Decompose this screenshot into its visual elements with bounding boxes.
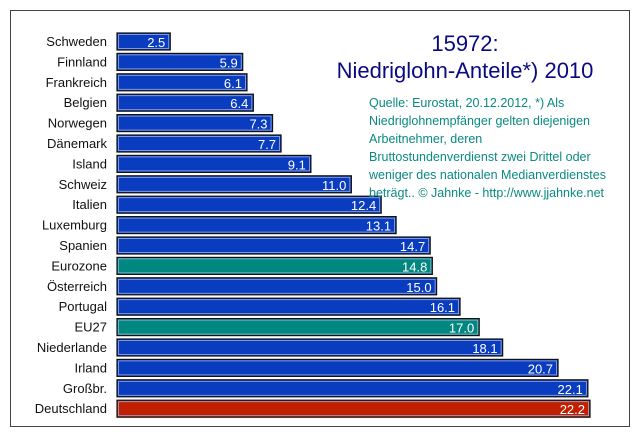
bar (116, 32, 171, 51)
chart-id: 15972: (431, 31, 499, 56)
bar (116, 297, 461, 316)
value-label: 22.2 (560, 402, 585, 417)
bar (116, 256, 433, 275)
value-label: 7.7 (258, 137, 276, 152)
category-label: Belgien (64, 95, 107, 110)
bar (116, 195, 382, 214)
bar (116, 379, 589, 398)
bar (116, 175, 352, 194)
category-label: Dänemark (47, 136, 107, 151)
value-label: 5.9 (220, 55, 238, 70)
bar-highlight (118, 34, 170, 49)
value-label: 11.0 (322, 178, 346, 193)
bar (116, 399, 591, 418)
bar-highlight (118, 360, 557, 376)
bar-highlight (118, 74, 246, 90)
value-label: 9.1 (288, 157, 306, 172)
bar-highlight (118, 176, 351, 192)
bar-highlight (118, 340, 502, 355)
category-label: Deutschland (35, 401, 107, 416)
category-label: Großbr. (63, 381, 107, 396)
bar-highlight (118, 380, 587, 396)
bar (116, 73, 248, 92)
value-label: 6.4 (230, 96, 248, 111)
bar-highlight (118, 299, 459, 315)
bar (116, 52, 244, 72)
bar (116, 113, 274, 133)
category-label: Finnland (57, 54, 107, 69)
category-label: Irland (74, 360, 107, 375)
value-label: 2.5 (147, 35, 165, 50)
chart-frame (10, 10, 630, 427)
bar-highlight (118, 197, 381, 213)
value-label: 22.1 (558, 382, 583, 397)
value-label: 15.0 (406, 280, 431, 295)
bar-highlight (118, 217, 396, 233)
value-label: 7.3 (249, 117, 267, 132)
bar (116, 318, 480, 337)
category-label: Eurozone (51, 258, 107, 273)
value-label: 14.8 (402, 259, 427, 274)
bar-highlight (118, 156, 310, 172)
value-label: 14.7 (400, 239, 425, 254)
bar-highlight (118, 54, 242, 70)
bar (116, 134, 282, 153)
value-label: 17.0 (449, 321, 474, 336)
category-label: Island (72, 156, 107, 171)
chart-title: Niedriglohn-Anteile*) 2010 (336, 58, 594, 83)
bar (116, 338, 504, 357)
bar-highlight (118, 401, 589, 417)
category-label: Schweiz (59, 177, 107, 192)
bar (116, 216, 397, 235)
bar-highlight (118, 238, 430, 253)
category-label: Schweden (46, 34, 107, 49)
bar-highlight (118, 136, 280, 151)
bar (116, 358, 559, 377)
category-label: Norwegen (48, 116, 107, 131)
category-label: Niederlande (37, 340, 107, 355)
bar-highlight (118, 278, 436, 294)
bar (116, 236, 431, 255)
bar (116, 93, 254, 112)
bar-highlight (118, 258, 432, 274)
bar-highlight (118, 95, 253, 111)
bar-highlight (118, 115, 272, 131)
category-label: Spanien (59, 238, 107, 253)
bar (116, 154, 312, 173)
bar (116, 277, 438, 296)
category-label: EU27 (74, 320, 107, 335)
category-label: Frankreich (46, 75, 107, 90)
value-label: 12.4 (351, 198, 376, 213)
value-label: 13.1 (366, 219, 391, 234)
bar-highlight (118, 319, 479, 335)
category-label: Österreich (47, 279, 107, 294)
category-label: Italien (72, 197, 107, 212)
value-label: 18.1 (472, 341, 497, 356)
value-label: 6.1 (224, 76, 242, 91)
value-label: 20.7 (528, 361, 553, 376)
category-label: Luxemburg (42, 218, 107, 233)
value-label: 16.1 (430, 300, 455, 315)
source-note: Quelle: Eurostat, 20.12.2012, *) Als Nie… (369, 96, 606, 200)
category-label: Portugal (59, 299, 108, 314)
